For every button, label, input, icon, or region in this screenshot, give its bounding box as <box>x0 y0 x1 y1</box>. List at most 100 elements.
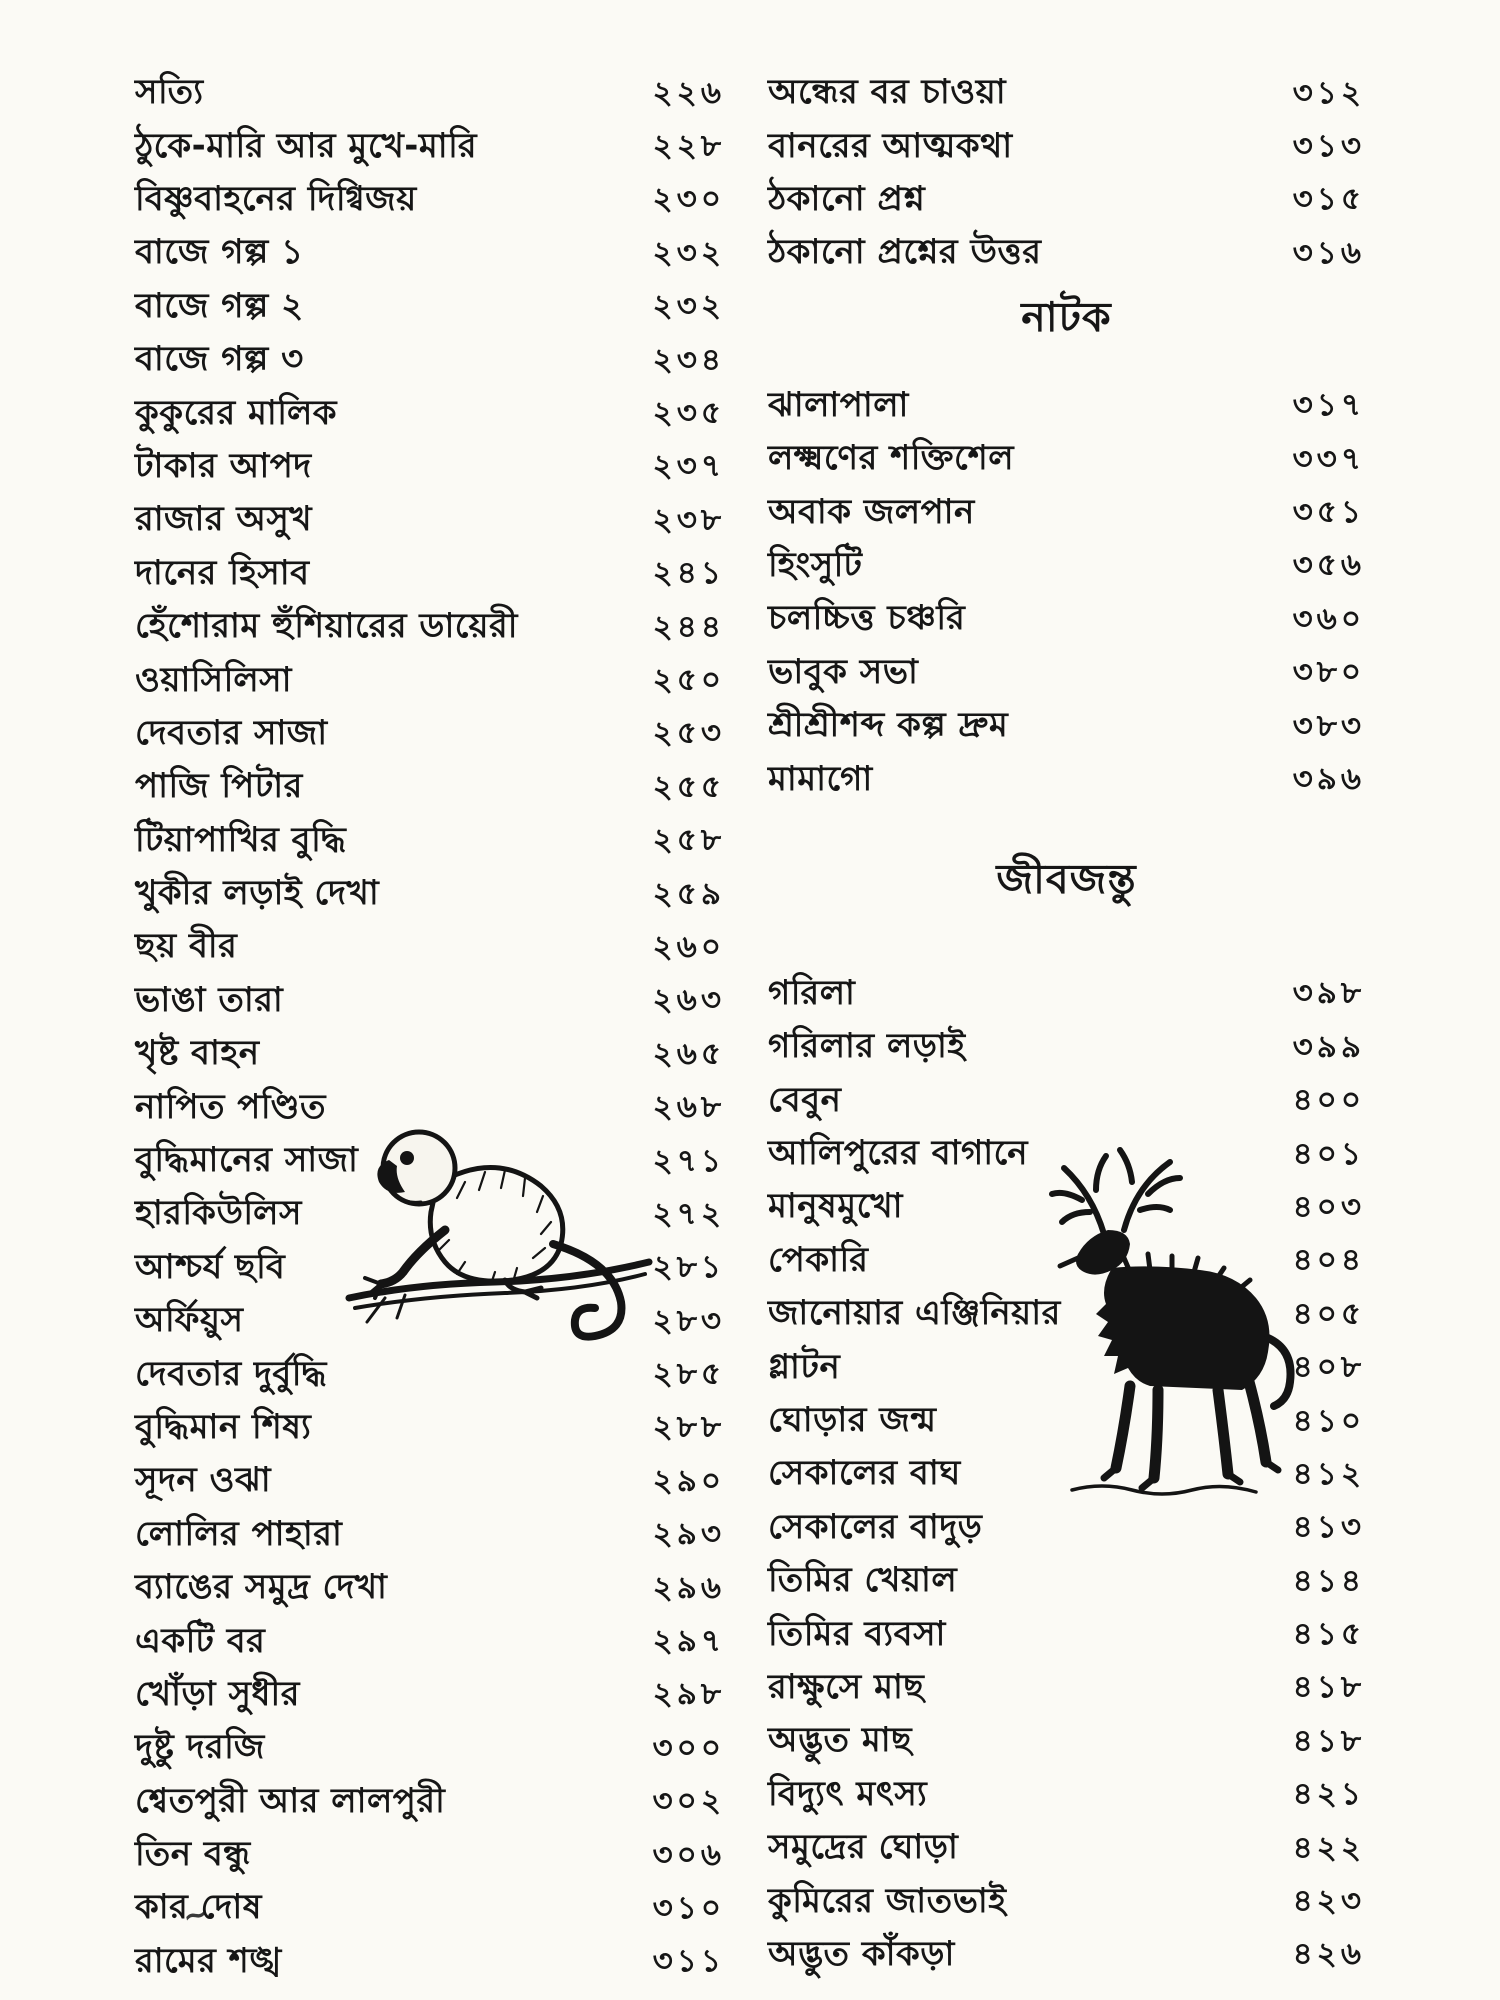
entry-title: ঠকানো প্রশ্ন <box>768 178 926 219</box>
entry-title: গরিলার লড়াই <box>768 1026 966 1067</box>
entry-title: ভাঙা তারা <box>135 979 284 1020</box>
toc-entry: সেকালের বাঘ ৪১২ <box>768 1449 1365 1502</box>
entry-title: চলচ্চিত্ত চঞ্চরি <box>768 598 966 639</box>
toc-entry: বানরের আত্মকথা ৩১৩ <box>768 121 1365 174</box>
toc-entry: দুষ্টু দরজি ৩০০ <box>135 1723 725 1776</box>
entry-page-number: ২৫৯ <box>652 875 725 912</box>
entry-page-number: ২৩৮ <box>652 501 725 538</box>
toc-entry: তিমির খেয়াল ৪১৪ <box>768 1556 1365 1609</box>
toc-entry: সত্যি ২২৬ <box>135 68 725 121</box>
entry-page-number: ৪০১ <box>1292 1135 1365 1172</box>
toc-entry: বাজে গল্প ৩ ২৩৪ <box>135 335 725 388</box>
toc-entry: বুদ্ধিমান শিষ্য ২৮৮ <box>135 1403 725 1456</box>
toc-entry: তিমির ব্যবসা ৪১৫ <box>768 1609 1365 1662</box>
entry-page-number: ২৯৮ <box>652 1676 725 1713</box>
entry-page-number: ৩৯৬ <box>1292 760 1365 797</box>
toc-entry: অর্ফিয়ুস ২৮৩ <box>135 1296 725 1349</box>
entry-title: হারকিউলিস <box>135 1193 302 1234</box>
toc-entry: পাজি পিটার ২৫৫ <box>135 762 725 815</box>
entry-page-number: ৩৮০ <box>1292 654 1365 691</box>
entry-title: কুমিরের জাতভাই <box>768 1880 1007 1921</box>
entry-page-number: ২৫০ <box>652 661 725 698</box>
entry-title: অদ্ভুত কাঁকড়া <box>768 1933 955 1974</box>
entry-page-number: ২৫৫ <box>652 768 725 805</box>
toc-entry: লক্ষ্মণের শক্তিশেল ৩৩৭ <box>768 434 1365 487</box>
entry-title: শ্বেতপুরী আর লালপুরী <box>135 1780 446 1821</box>
entry-page-number: ৩১৬ <box>1292 234 1365 271</box>
entry-title: বুদ্ধিমানের সাজা <box>135 1140 359 1181</box>
toc-entry: কার দোষ ৩১০ <box>135 1883 725 1936</box>
entry-page-number: ৪২৬ <box>1292 1936 1365 1973</box>
toc-entry: খুকীর লড়াই দেখা ২৫৯ <box>135 869 725 922</box>
left-column: সত্যি ২২৬ ঠুকে-মারি আর মুখে-মারি ২২৮ বিষ্ণুব… <box>135 68 725 1990</box>
toc-entry: দেবতার সাজা ২৫৩ <box>135 709 725 762</box>
toc-entry: শ্বেতপুরী আর লালপুরী ৩০২ <box>135 1777 725 1830</box>
entry-page-number: ৪০০ <box>1292 1082 1365 1119</box>
entry-title: দেবতার সাজা <box>135 712 328 753</box>
entry-page-number: ৩৬০ <box>1292 600 1365 637</box>
entry-page-number: ২৭১ <box>652 1142 725 1179</box>
entry-page-number: ২৮১ <box>652 1249 725 1286</box>
toc-entry: রাজার অসুখ ২৩৮ <box>135 495 725 548</box>
entry-page-number: ২৫৩ <box>652 715 725 752</box>
entry-title: ঘোড়ার জন্ম <box>768 1400 937 1441</box>
entry-title: বেবুন <box>768 1079 842 1120</box>
entry-page-number: ২৩৫ <box>652 395 725 432</box>
entry-title: ঠকানো প্রশ্নের উত্তর <box>768 232 1042 273</box>
toc-entry: টিয়াপাখির বুদ্ধি ২৫৮ <box>135 815 725 868</box>
toc-entry: খৃষ্ট বাহন ২৬৫ <box>135 1029 725 1082</box>
entry-title: ব্যাঙের সমুদ্র দেখা <box>135 1567 388 1608</box>
entry-title: টাকার আপদ <box>135 445 312 486</box>
entry-title: ঝালাপালা <box>768 384 909 425</box>
entry-title: গরিলা <box>768 972 856 1013</box>
toc-entry: একটি বর ২৯৭ <box>135 1616 725 1669</box>
entry-page-number: ৪১৮ <box>1292 1669 1365 1706</box>
toc-entry: নাপিত পণ্ডিত ২৬৮ <box>135 1082 725 1135</box>
toc-entry: বিষ্ণুবাহনের দিগ্বিজয় ২৩০ <box>135 175 725 228</box>
entry-title: মামাগো <box>768 758 873 799</box>
entry-title: হিংসুটি <box>768 544 863 585</box>
entry-page-number: ৩১৭ <box>1292 387 1365 424</box>
entry-page-number: ৩৫৬ <box>1292 547 1365 584</box>
entry-title: খৃষ্ট বাহন <box>135 1033 260 1074</box>
entry-page-number: ২৮৫ <box>652 1356 725 1393</box>
entry-page-number: ২২৬ <box>652 74 725 111</box>
entry-page-number: ২৫৮ <box>652 822 725 859</box>
toc-entry: ঝালাপালা ৩১৭ <box>768 381 1365 434</box>
entry-title: কার দোষ <box>135 1887 262 1928</box>
entry-page-number: ৪১৩ <box>1292 1509 1365 1546</box>
toc-entry: মামাগো ৩৯৬ <box>768 754 1365 807</box>
entry-title: অবাক জলপান <box>768 491 975 532</box>
toc-entry: আশ্চর্য ছবি ২৮১ <box>135 1243 725 1296</box>
entry-title: দানের হিসাব <box>135 552 310 593</box>
entry-page-number: ২৩৭ <box>652 448 725 485</box>
entry-page-number: ৩১১ <box>652 1943 725 1980</box>
toc-entry: রামের শঙ্খ ৩১১ <box>135 1937 725 1990</box>
entry-title: অর্ফিয়ুস <box>135 1300 244 1341</box>
entry-title: বুদ্ধিমান শিষ্য <box>135 1406 312 1447</box>
entry-title: দেবতার দুর্বুদ্ধি <box>135 1353 327 1394</box>
toc-entry: লোলির পাহারা ২৯৩ <box>135 1510 725 1563</box>
entry-page-number: ৪২৩ <box>1292 1883 1365 1920</box>
toc-entry: ভাঙা তারা ২৬৩ <box>135 976 725 1029</box>
toc-entry: ঠকানো প্রশ্নের উত্তর ৩১৬ <box>768 228 1365 281</box>
entry-title: লক্ষ্মণের শক্তিশেল <box>768 438 1015 479</box>
toc-entry: টাকার আপদ ২৩৭ <box>135 442 725 495</box>
entry-page-number: ৪০৩ <box>1292 1188 1365 1225</box>
entry-title: তিমির ব্যবসা <box>768 1613 946 1654</box>
entry-title: তিন বন্ধু <box>135 1834 251 1875</box>
entry-page-number: ৪০৫ <box>1292 1295 1365 1332</box>
entry-title: গ্লাটন <box>768 1346 841 1387</box>
toc-entry: কুমিরের জাতভাই ৪২৩ <box>768 1876 1365 1929</box>
entry-page-number: ২২৮ <box>652 128 725 165</box>
antlered-beast-illustration <box>1012 1138 1300 1506</box>
toc-entry: আলিপুরের বাগানে ৪০১ <box>768 1129 1365 1182</box>
toc-entry: চলচ্চিত্ত চঞ্চরি ৩৬০ <box>768 594 1365 647</box>
toc-entry: তিন বন্ধু ৩০৬ <box>135 1830 725 1883</box>
entry-title: রামের শঙ্খ <box>135 1940 282 1981</box>
entry-page-number: ৩১০ <box>652 1889 725 1926</box>
entry-title: তিমির খেয়াল <box>768 1560 958 1601</box>
toc-entry: ওয়াসিলিসা ২৫০ <box>135 655 725 708</box>
section-header: নাটক <box>1021 292 1112 341</box>
toc-entry: কুকুরের মালিক ২৩৫ <box>135 388 725 441</box>
